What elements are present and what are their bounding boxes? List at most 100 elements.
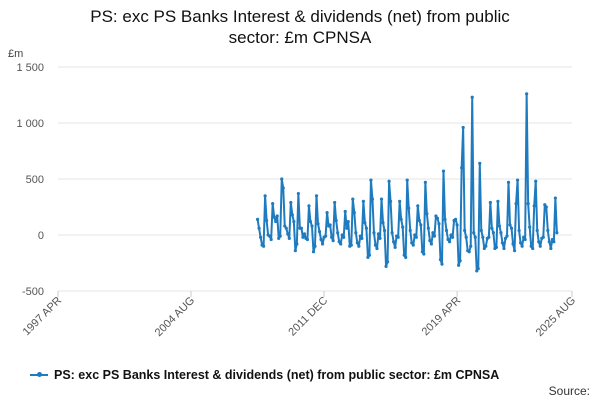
data-point[interactable] <box>458 259 462 263</box>
data-point[interactable] <box>544 205 548 209</box>
data-point[interactable] <box>547 240 551 244</box>
data-point[interactable] <box>550 237 554 242</box>
data-point[interactable] <box>274 219 278 224</box>
data-point[interactable] <box>435 216 440 220</box>
data-point[interactable] <box>317 230 322 234</box>
data-point[interactable] <box>275 214 279 218</box>
data-point[interactable] <box>541 235 545 239</box>
data-point[interactable] <box>299 226 303 230</box>
data-point[interactable] <box>271 202 275 206</box>
data-point[interactable] <box>342 235 346 239</box>
legend[interactable]: PS: exc PS Banks Interest & dividends (n… <box>30 368 499 382</box>
data-point[interactable] <box>505 234 509 238</box>
data-point[interactable] <box>426 226 430 230</box>
data-point[interactable] <box>376 232 381 236</box>
data-point[interactable] <box>390 231 394 235</box>
data-point[interactable] <box>484 244 488 248</box>
data-point[interactable] <box>476 267 480 271</box>
data-point[interactable] <box>546 228 550 233</box>
data-point[interactable] <box>284 226 288 230</box>
data-point[interactable] <box>512 249 517 253</box>
data-point[interactable] <box>496 199 500 203</box>
data-point[interactable] <box>398 199 402 203</box>
data-point[interactable] <box>523 237 527 242</box>
data-point[interactable] <box>301 235 305 239</box>
data-point[interactable] <box>269 237 273 242</box>
data-point[interactable] <box>339 242 343 246</box>
data-point[interactable] <box>370 197 375 201</box>
data-point[interactable] <box>506 180 511 184</box>
data-point[interactable] <box>549 246 553 251</box>
data-point[interactable] <box>320 242 325 246</box>
data-point[interactable] <box>555 231 559 235</box>
data-point[interactable] <box>520 244 524 248</box>
data-point[interactable] <box>522 235 526 239</box>
data-point[interactable] <box>487 235 491 239</box>
data-point[interactable] <box>534 179 538 183</box>
data-point[interactable] <box>334 218 338 223</box>
data-point[interactable] <box>531 246 535 251</box>
data-point[interactable] <box>411 243 415 247</box>
data-point[interactable] <box>464 235 468 239</box>
data-point[interactable] <box>340 233 344 237</box>
data-point[interactable] <box>535 228 539 233</box>
data-point[interactable] <box>290 213 294 217</box>
data-point[interactable] <box>392 240 396 244</box>
data-point[interactable] <box>538 244 542 248</box>
data-point[interactable] <box>399 217 403 221</box>
data-point[interactable] <box>396 235 400 239</box>
data-point[interactable] <box>381 221 385 225</box>
data-point[interactable] <box>515 178 520 182</box>
data-point[interactable] <box>263 194 267 198</box>
data-point[interactable] <box>457 263 461 267</box>
data-point[interactable] <box>369 178 373 182</box>
data-point[interactable] <box>268 234 272 238</box>
data-point[interactable] <box>281 186 285 190</box>
data-point[interactable] <box>331 239 335 243</box>
data-point[interactable] <box>354 231 358 235</box>
data-point[interactable] <box>349 243 353 247</box>
data-point[interactable] <box>407 206 411 210</box>
data-point[interactable] <box>408 228 412 233</box>
data-point[interactable] <box>346 219 350 224</box>
data-point[interactable] <box>357 244 361 248</box>
data-point[interactable] <box>405 178 409 182</box>
data-point[interactable] <box>416 204 420 208</box>
data-point[interactable] <box>461 125 465 130</box>
data-point[interactable] <box>537 240 541 244</box>
data-point[interactable] <box>373 243 378 247</box>
data-point[interactable] <box>280 177 284 181</box>
data-point[interactable] <box>311 250 316 254</box>
data-point[interactable] <box>449 233 453 237</box>
data-point[interactable] <box>519 241 523 245</box>
data-point[interactable] <box>314 194 319 198</box>
data-point[interactable] <box>428 239 432 243</box>
data-point[interactable] <box>401 225 405 229</box>
data-point[interactable] <box>330 235 334 239</box>
data-point[interactable] <box>382 228 387 233</box>
data-point[interactable] <box>258 235 263 239</box>
data-point[interactable] <box>414 235 418 239</box>
data-point[interactable] <box>432 234 437 238</box>
data-point[interactable] <box>351 197 355 201</box>
data-point[interactable] <box>478 161 482 165</box>
data-point[interactable] <box>488 200 492 205</box>
data-point[interactable] <box>502 246 506 251</box>
data-point[interactable] <box>443 217 447 221</box>
data-point[interactable] <box>393 245 397 249</box>
data-point[interactable] <box>355 241 359 245</box>
data-point[interactable] <box>532 204 536 208</box>
series-group[interactable] <box>255 92 559 273</box>
data-point[interactable] <box>543 203 547 207</box>
data-point[interactable] <box>417 218 421 223</box>
data-point[interactable] <box>278 234 282 238</box>
data-point[interactable] <box>482 246 486 251</box>
data-point[interactable] <box>352 211 356 215</box>
data-point[interactable] <box>384 264 388 268</box>
data-point[interactable] <box>302 232 307 236</box>
data-point[interactable] <box>425 212 429 216</box>
data-point[interactable] <box>328 223 332 227</box>
data-point[interactable] <box>440 262 444 266</box>
data-point[interactable] <box>283 224 287 228</box>
data-point[interactable] <box>528 225 532 229</box>
